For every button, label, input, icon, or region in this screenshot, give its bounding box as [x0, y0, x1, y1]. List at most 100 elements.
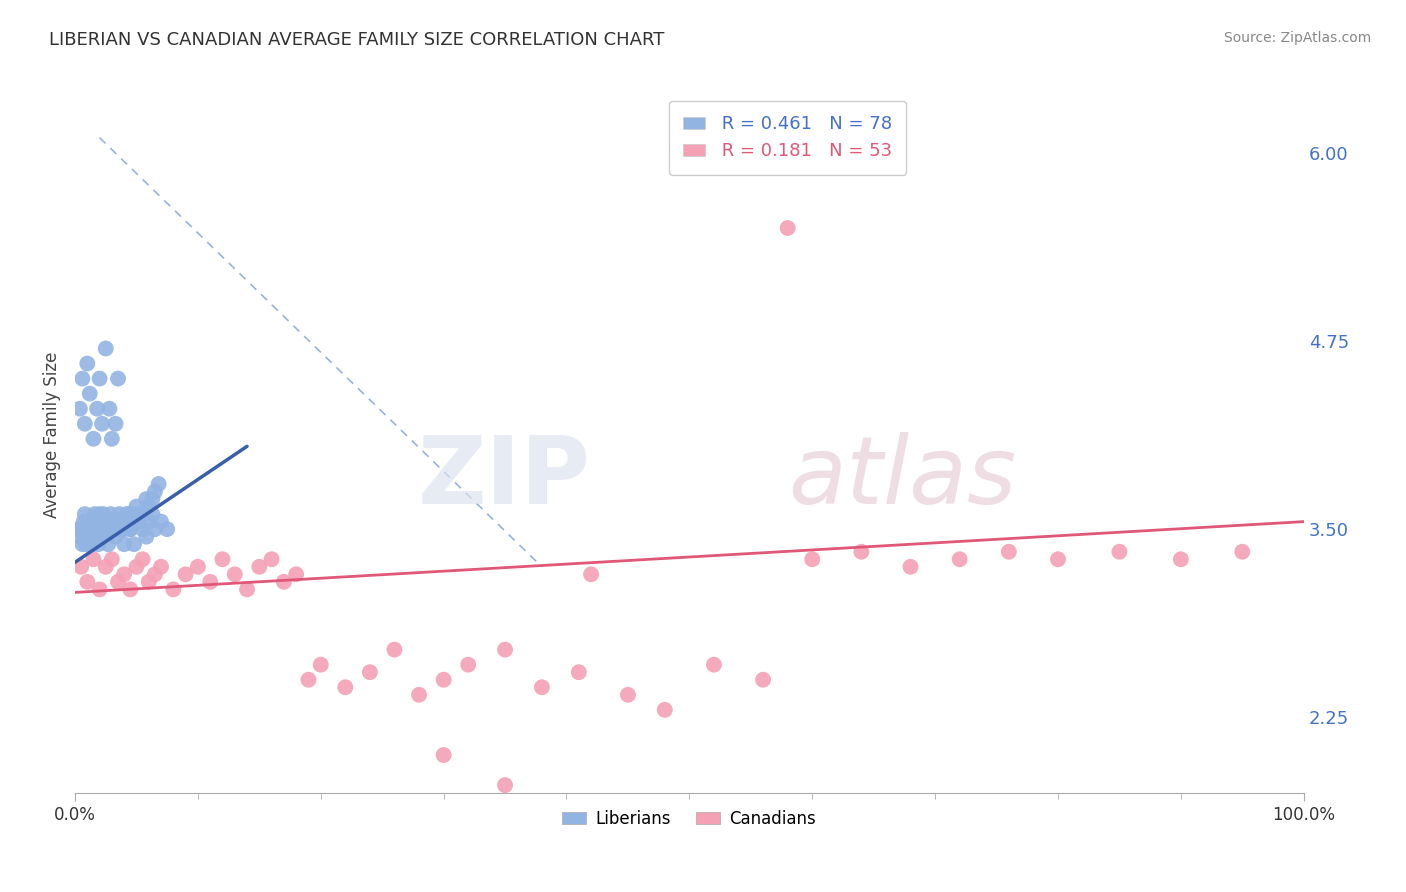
- Point: [89, 507, 111, 521]
- Point: [579, 567, 602, 582]
- Point: [82, 432, 104, 446]
- Point: [617, 688, 640, 702]
- Point: [112, 537, 135, 551]
- Point: [247, 559, 270, 574]
- Point: [112, 567, 135, 582]
- Point: [76, 530, 98, 544]
- Y-axis label: Average Family Size: Average Family Size: [44, 351, 60, 518]
- Point: [82, 522, 104, 536]
- Point: [752, 673, 775, 687]
- Point: [104, 417, 127, 431]
- Point: [80, 515, 103, 529]
- Point: [297, 673, 319, 687]
- Point: [457, 657, 479, 672]
- Point: [309, 657, 332, 672]
- Point: [107, 515, 129, 529]
- Point: [104, 530, 127, 544]
- Point: [494, 642, 516, 657]
- Point: [129, 507, 152, 521]
- Point: [150, 515, 173, 529]
- Point: [94, 559, 117, 574]
- Point: [135, 530, 157, 544]
- Point: [335, 680, 357, 694]
- Point: [530, 680, 553, 694]
- Point: [120, 522, 142, 536]
- Point: [79, 522, 101, 536]
- Point: [198, 574, 221, 589]
- Point: [112, 522, 135, 536]
- Point: [125, 559, 148, 574]
- Point: [141, 491, 163, 506]
- Point: [90, 522, 112, 536]
- Point: [125, 500, 148, 514]
- Point: [98, 522, 121, 536]
- Point: [120, 522, 142, 536]
- Point: [89, 371, 111, 385]
- Point: [143, 484, 166, 499]
- Point: [433, 673, 456, 687]
- Point: [211, 552, 233, 566]
- Point: [1108, 545, 1130, 559]
- Point: [138, 574, 160, 589]
- Text: LIBERIAN VS CANADIAN AVERAGE FAMILY SIZE CORRELATION CHART: LIBERIAN VS CANADIAN AVERAGE FAMILY SIZE…: [49, 31, 665, 49]
- Point: [91, 507, 114, 521]
- Point: [69, 530, 91, 544]
- Point: [801, 552, 824, 566]
- Point: [79, 386, 101, 401]
- Point: [125, 515, 148, 529]
- Point: [359, 665, 381, 680]
- Point: [128, 515, 150, 529]
- Point: [94, 515, 117, 529]
- Point: [72, 537, 94, 551]
- Point: [1046, 552, 1069, 566]
- Point: [131, 522, 153, 536]
- Point: [91, 530, 114, 544]
- Point: [1170, 552, 1192, 566]
- Point: [69, 401, 91, 416]
- Text: atlas: atlas: [787, 433, 1017, 524]
- Point: [91, 417, 114, 431]
- Point: [143, 567, 166, 582]
- Point: [76, 357, 98, 371]
- Point: [111, 522, 134, 536]
- Point: [101, 515, 124, 529]
- Point: [100, 507, 122, 521]
- Point: [703, 657, 725, 672]
- Point: [89, 582, 111, 597]
- Text: Source: ZipAtlas.com: Source: ZipAtlas.com: [1223, 31, 1371, 45]
- Point: [76, 574, 98, 589]
- Point: [82, 552, 104, 566]
- Point: [174, 567, 197, 582]
- Legend: Liberians, Canadians: Liberians, Canadians: [555, 803, 823, 834]
- Point: [148, 477, 170, 491]
- Point: [433, 747, 456, 762]
- Point: [96, 522, 118, 536]
- Point: [101, 432, 124, 446]
- Point: [115, 507, 138, 521]
- Point: [141, 507, 163, 521]
- Point: [131, 552, 153, 566]
- Point: [776, 221, 799, 235]
- Point: [101, 552, 124, 566]
- Point: [494, 778, 516, 792]
- Point: [384, 642, 406, 657]
- Point: [260, 552, 283, 566]
- Point: [73, 417, 96, 431]
- Point: [72, 371, 94, 385]
- Point: [72, 515, 94, 529]
- Point: [187, 559, 209, 574]
- Point: [70, 522, 93, 536]
- Text: ZIP: ZIP: [418, 432, 591, 524]
- Point: [122, 537, 145, 551]
- Point: [131, 507, 153, 521]
- Point: [73, 507, 96, 521]
- Point: [105, 522, 128, 536]
- Point: [67, 522, 90, 536]
- Point: [70, 559, 93, 574]
- Point: [83, 507, 105, 521]
- Point: [77, 522, 100, 536]
- Point: [101, 522, 124, 536]
- Point: [110, 522, 132, 536]
- Point: [285, 567, 308, 582]
- Point: [75, 537, 97, 551]
